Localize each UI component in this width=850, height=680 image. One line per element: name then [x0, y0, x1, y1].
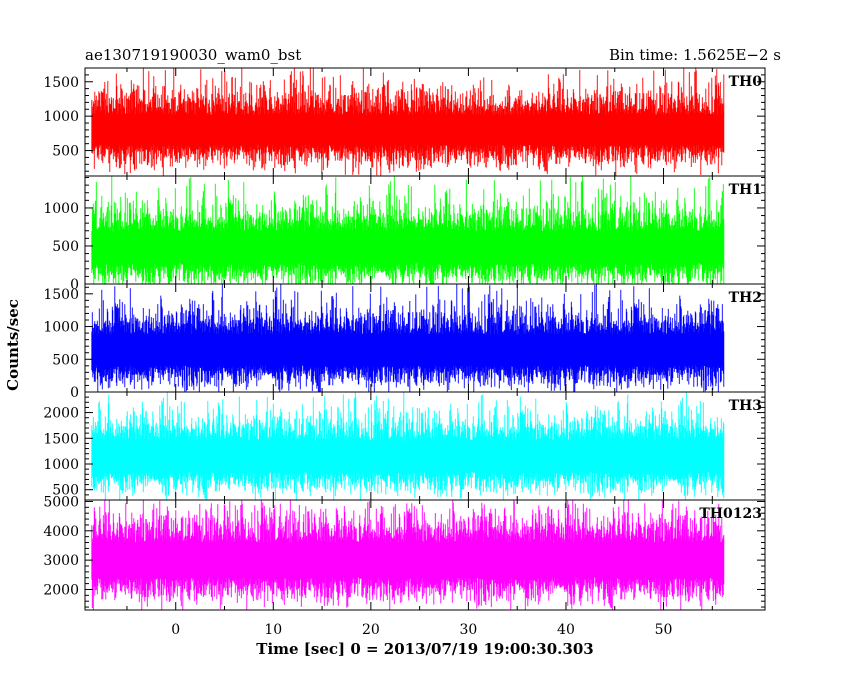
- panel-th3: 500 1000 1500 2000 TH3: [43, 391, 766, 501]
- panel-label-th0: TH0: [729, 74, 763, 90]
- panel-label-th3: TH3: [729, 398, 762, 414]
- y-tick-label: 0: [70, 277, 79, 293]
- panel-th2: 0 500 1000 1500 TH2: [43, 283, 766, 401]
- panel-th0123: 2000 3000 4000 5000 TH0123: [43, 494, 766, 611]
- x-tick-labels: 0 10 20 30 40 50: [171, 622, 672, 638]
- y-tick-label: 1000: [43, 109, 79, 125]
- panel-th0: 500 1000 1500 TH0: [43, 67, 766, 177]
- y-tick-label: 1000: [43, 457, 79, 473]
- panel-label-th1: TH1: [729, 182, 762, 198]
- panel-label-th0123: TH0123: [699, 506, 762, 522]
- y-tick-label: 1000: [43, 320, 79, 336]
- y-tick-label: 2000: [43, 406, 79, 422]
- x-axis-label: Time [sec] 0 = 2013/07/19 19:00:30.303: [256, 640, 593, 658]
- panel-frame: [84, 499, 766, 611]
- series-th3-trace: [91, 392, 725, 500]
- chart-title: ae130719190030_wam0_bst: [85, 46, 301, 64]
- y-tick-label: 4000: [43, 524, 79, 540]
- panel-th1: 0 500 1000 TH1: [43, 175, 766, 293]
- bin-time-label: Bin time: 1.5625E−2 s: [609, 46, 781, 64]
- x-tick-label: 30: [460, 622, 478, 638]
- x-tick-label: 20: [362, 622, 380, 638]
- y-axis-label: Counts/sec: [4, 299, 22, 391]
- y-tick-label: 500: [52, 144, 79, 160]
- y-tick-label: 5000: [43, 494, 79, 510]
- y-tick-label: 3000: [43, 553, 79, 569]
- y-tick-label: 1000: [43, 201, 79, 217]
- series-th1-trace: [91, 176, 725, 284]
- y-tick-label: 0: [70, 385, 79, 401]
- series-th0123-trace: [91, 500, 725, 610]
- series-th2-trace: [91, 284, 725, 392]
- y-tick-label: 500: [52, 239, 79, 255]
- y-tick-label: 1500: [43, 75, 79, 91]
- x-tick-label: 10: [264, 622, 282, 638]
- x-tick-label: 0: [171, 622, 180, 638]
- y-tick-label: 1500: [43, 431, 79, 447]
- x-tick-label: 50: [655, 622, 673, 638]
- panels: 500 1000 1500 TH0 0 500 1000 TH1 0 500 1000 1500 TH2…: [43, 67, 766, 611]
- y-tick-label: 1500: [43, 287, 79, 303]
- series-th0-trace: [91, 68, 725, 176]
- y-tick-label: 500: [52, 483, 79, 499]
- x-tick-label: 40: [557, 622, 575, 638]
- panel-label-th2: TH2: [729, 290, 762, 306]
- y-tick-label: 2000: [43, 582, 79, 598]
- y-tick-label: 500: [52, 352, 79, 368]
